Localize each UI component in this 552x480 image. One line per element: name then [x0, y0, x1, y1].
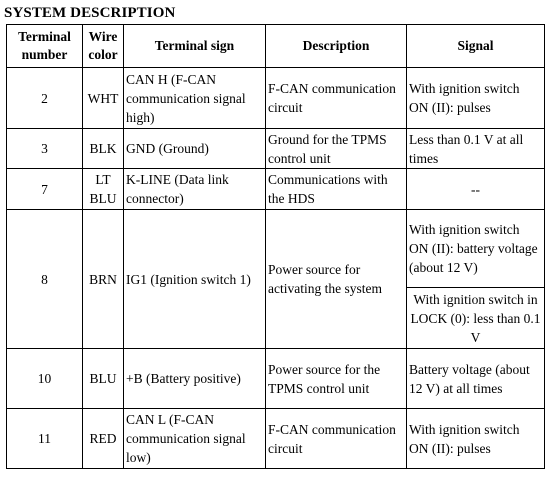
signal-cell: Less than 0.1 V at all times [406, 128, 545, 169]
table-row: 10 BLU +B (Battery positive) Power sourc… [6, 348, 545, 409]
description-cell: Power source for the TPMS control unit [265, 348, 407, 409]
wire-color-cell: BLK [82, 128, 124, 169]
table-row: 8 BRN IG1 (Ignition switch 1) Power sour… [6, 209, 545, 349]
terminal-number-cell: 3 [6, 128, 83, 169]
header-wire-color: Wire color [82, 24, 124, 68]
signal-cell: With ignition switch ON (II): pulses [406, 408, 545, 469]
header-signal: Signal [406, 24, 545, 68]
signal-cell-secondary: With ignition switch in LOCK (0): less t… [406, 287, 545, 349]
signal-cell: With ignition switch ON (II): pulses [406, 67, 545, 129]
table-row: With ignition switch in LOCK (0): less t… [7, 287, 545, 349]
signal-cell: With ignition switch ON (II): battery vo… [406, 209, 545, 288]
terminal-number-cell: 7 [6, 168, 83, 210]
section-heading: SYSTEM DESCRIPTION [4, 5, 176, 21]
wire-color-cell: WHT [82, 67, 124, 129]
terminal-number-cell: 8 [6, 209, 83, 349]
wire-color-cell: BLU [82, 348, 124, 409]
terminal-sign-cell: CAN L (F-CAN communication signal low) [123, 408, 266, 469]
header-description: Description [265, 24, 407, 68]
terminal-number-cell: 10 [6, 348, 83, 409]
terminal-sign-cell: IG1 (Ignition switch 1) [123, 209, 266, 349]
description-cell: Power source for activating the system [265, 209, 407, 349]
wire-color-cell: RED [82, 408, 124, 469]
terminal-sign-cell: K-LINE (Data link connector) [123, 168, 266, 210]
wire-color-cell: LT BLU [82, 168, 124, 210]
terminal-sign-cell: +B (Battery positive) [123, 348, 266, 409]
signal-cell: Battery voltage (about 12 V) at all time… [406, 348, 545, 409]
terminal-number-cell: 11 [6, 408, 83, 469]
description-cell: F-CAN communication circuit [265, 408, 407, 469]
table-row: 3 BLK GND (Ground) Ground for the TPMS c… [6, 128, 545, 169]
header-terminal-sign: Terminal sign [123, 24, 266, 68]
header-terminal-number: Terminal number [6, 24, 83, 68]
terminal-sign-cell: CAN H (F-CAN communication signal high) [123, 67, 266, 129]
description-cell: Ground for the TPMS control unit [265, 128, 407, 169]
table-row: 2 WHT CAN H (F-CAN communication signal … [6, 67, 545, 129]
terminal-number-cell: 2 [6, 67, 83, 129]
terminal-sign-cell: GND (Ground) [123, 128, 266, 169]
wire-color-cell: BRN [82, 209, 124, 349]
table-header-row: Terminal number Wire color Terminal sign… [6, 24, 545, 68]
table-row: 7 LT BLU K-LINE (Data link connector) Co… [6, 168, 545, 210]
table-row: 11 RED CAN L (F-CAN communication signal… [6, 408, 545, 469]
description-cell: F-CAN communication circuit [265, 67, 407, 129]
terminal-table: Terminal number Wire color Terminal sign… [6, 24, 545, 469]
description-cell: Communications with the HDS [265, 168, 407, 210]
signal-cell: -- [406, 168, 545, 210]
